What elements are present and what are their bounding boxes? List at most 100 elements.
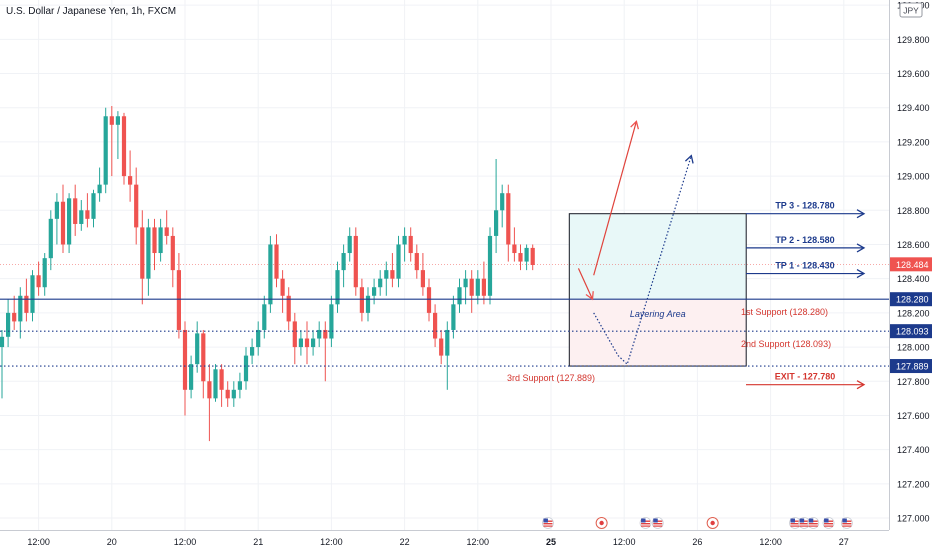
flag-stripe: [842, 525, 852, 527]
time-tick-label: 20: [107, 537, 117, 547]
dot-center: [599, 520, 604, 526]
candle-body: [347, 235, 352, 254]
flag-canton: [842, 518, 847, 523]
candle: [420, 253, 425, 296]
candle: [372, 278, 377, 305]
price-tick-label: 127.800: [897, 377, 930, 387]
candle-body: [530, 247, 535, 265]
event-icons[interactable]: [542, 517, 853, 529]
time-tick-label: 12:00: [174, 537, 197, 547]
us-flag-icon[interactable]: [822, 517, 835, 529]
candle-body: [152, 227, 157, 254]
candle: [512, 227, 517, 262]
price-badge-label: 128.484: [896, 260, 929, 270]
candle: [524, 244, 529, 271]
candle-body: [91, 193, 96, 219]
candle-body: [158, 227, 163, 254]
candle: [79, 200, 84, 231]
candle: [97, 167, 102, 202]
target-label: EXIT - 127.780: [775, 372, 836, 382]
candle-body: [146, 227, 151, 279]
candle: [286, 287, 291, 330]
candle: [109, 106, 114, 177]
candle: [67, 193, 72, 254]
candle-body: [24, 295, 29, 313]
time-axis[interactable]: 12:00 20 12:00 21 12:00 22 12:00 25 12:00 26 12:00…: [27, 537, 848, 547]
candle: [207, 364, 212, 442]
price-tick-label: 127.600: [897, 411, 930, 421]
candle-body: [457, 287, 462, 305]
us-flag-icon[interactable]: [639, 517, 652, 529]
candle: [384, 261, 389, 296]
us-flag-icon[interactable]: [542, 517, 554, 529]
candle: [189, 355, 194, 399]
candle: [134, 167, 139, 245]
flag-stripe: [641, 523, 651, 525]
us-flag-icon[interactable]: [651, 517, 664, 529]
candle: [439, 329, 444, 365]
trade-zones: Layering Area: [0, 213, 889, 367]
candle: [140, 210, 145, 305]
support-price-badge: 128.280: [890, 292, 932, 307]
candle-body: [0, 336, 5, 348]
candle: [219, 364, 224, 407]
event-dot-icon[interactable]: [706, 517, 719, 529]
candle: [0, 329, 5, 399]
candle: [390, 253, 395, 288]
candle: [170, 227, 175, 288]
layering-zone: [569, 299, 747, 367]
price-badge-label: 128.280: [896, 295, 929, 305]
event-dot-icon[interactable]: [595, 517, 608, 529]
candle-body: [292, 321, 297, 348]
flag-canton: [653, 518, 658, 523]
candle-body: [176, 270, 181, 330]
candle: [128, 150, 133, 202]
candle-body: [274, 244, 279, 279]
candle-body: [512, 244, 517, 254]
price-tick-label: 129.200: [897, 137, 930, 147]
flag-canton: [824, 518, 829, 523]
candle-body: [353, 235, 358, 288]
candle-body: [207, 381, 212, 399]
candle: [146, 218, 151, 296]
price-tick-label: 127.000: [897, 514, 930, 524]
us-flag-icon[interactable]: [840, 517, 853, 529]
candle: [317, 321, 322, 348]
candle: [48, 210, 53, 271]
candle-body: [85, 210, 90, 219]
candle-body: [341, 253, 346, 271]
candle: [73, 184, 78, 236]
candle-body: [103, 116, 108, 185]
time-tick-label: 26: [692, 537, 702, 547]
support-label: 3rd Support (127.889): [507, 373, 595, 383]
price-badge-bg: [890, 292, 932, 307]
candle: [182, 321, 188, 416]
candle-body: [414, 253, 419, 271]
candle-body: [134, 184, 139, 228]
candle: [500, 184, 505, 228]
us-flag-icon[interactable]: [807, 517, 820, 529]
currency-badge[interactable]: JPY: [899, 2, 923, 18]
candle: [494, 159, 499, 254]
flag-canton: [790, 518, 795, 523]
candle-body: [109, 116, 114, 125]
candle-body: [115, 116, 120, 125]
candle-body: [384, 270, 389, 279]
candle-body: [262, 304, 267, 330]
flag-stripe: [653, 523, 663, 525]
candle: [115, 111, 120, 159]
time-tick-label: 21: [253, 537, 263, 547]
candle-body: [286, 295, 291, 322]
candle: [237, 372, 242, 399]
candle-body: [426, 287, 432, 313]
candle: [481, 261, 486, 305]
projection-arrow: [577, 268, 594, 301]
candle-body: [73, 198, 78, 224]
candle-body: [6, 312, 11, 337]
candle-body: [329, 304, 334, 339]
flag-canton: [641, 518, 646, 523]
price-tick-label: 128.600: [897, 240, 930, 250]
price-tick-label: 128.800: [897, 206, 930, 216]
candle-body: [213, 369, 218, 399]
